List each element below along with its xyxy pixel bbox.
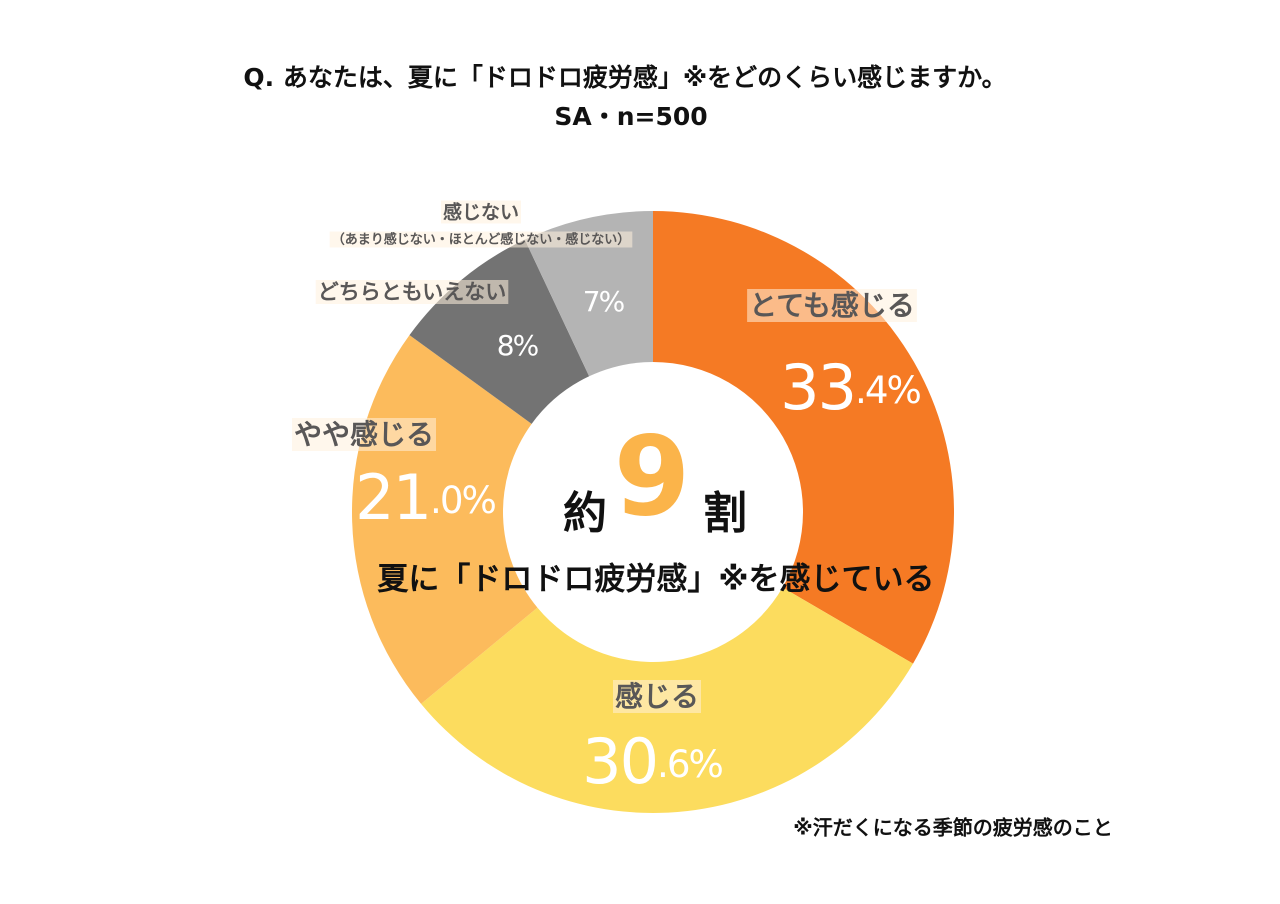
value-label: 8% xyxy=(497,329,539,362)
value-label: 21.0% xyxy=(355,461,495,534)
value-label: 30.6% xyxy=(582,725,722,798)
label-background xyxy=(329,231,633,248)
category-label: やや感じる xyxy=(294,418,434,451)
category-label: とても感じる xyxy=(749,289,915,322)
chart-title: Q. あなたは、夏に「ドロドロ疲労感」※をどのくらい感じますか。 xyxy=(243,63,1006,92)
center-caption: 夏に「ドロドロ疲労感」※を感じている xyxy=(377,562,934,598)
label-background xyxy=(440,200,522,224)
donut-segment xyxy=(409,239,590,424)
value-label: 7% xyxy=(583,285,625,318)
category-label: 感じない xyxy=(443,201,519,224)
value-label: 33.4% xyxy=(780,351,920,424)
chart-subtitle: SA・n=500 xyxy=(554,102,707,131)
category-label: どちらともいえない xyxy=(318,280,507,304)
center-number: 9 xyxy=(614,412,691,540)
center-prefix: 約 xyxy=(563,488,607,539)
donut xyxy=(352,211,954,813)
donut-segment xyxy=(524,211,653,377)
footnote: ※汗だくになる季節の疲労感のこと xyxy=(793,816,1112,840)
center-suffix: 割 xyxy=(703,488,747,539)
labels: とても感じる 33.4% 感じる 30.6% やや感じる 21.0% どちらともいえない 8%… xyxy=(291,200,923,798)
label-background xyxy=(612,680,702,713)
category-note: （あまり感じない・ほとんど感じない・感じない） xyxy=(332,232,631,248)
category-label: 感じる xyxy=(615,680,699,713)
donut-segment xyxy=(653,211,954,664)
label-background xyxy=(747,289,917,322)
label-background xyxy=(315,280,509,304)
label-background xyxy=(291,418,437,451)
